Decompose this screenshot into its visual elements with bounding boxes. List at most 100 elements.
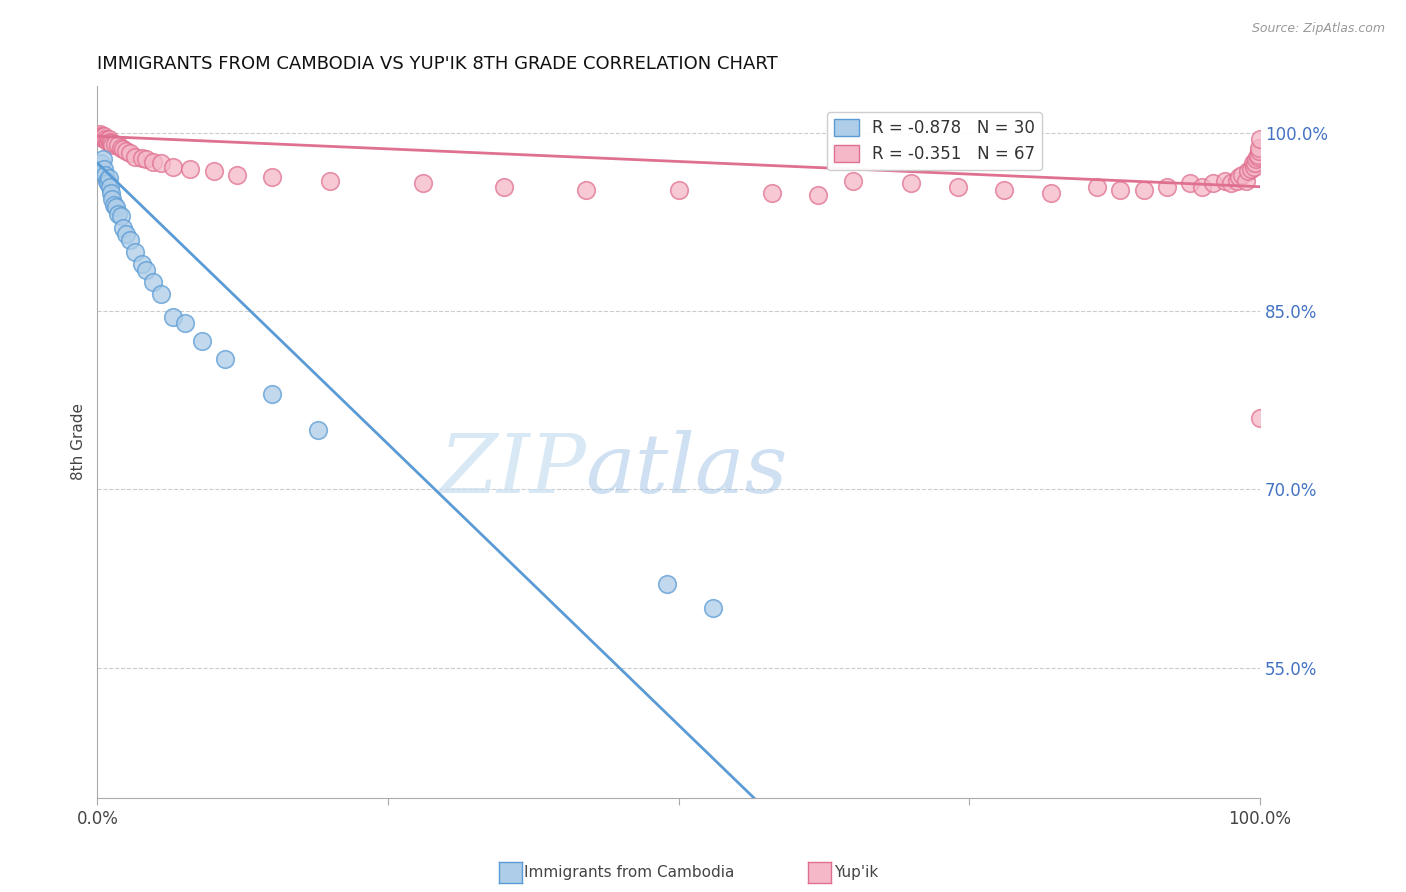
Point [115,227,138,242]
Point [107,207,129,221]
Point [93,161,115,176]
Point [124,245,146,260]
Point [110,140,132,154]
Point [131,151,153,165]
Point [90,128,112,143]
Point [1241,156,1264,170]
Point [900,176,922,190]
Point [1247,140,1270,154]
Point [101,138,124,153]
Point [842,174,865,188]
Point [1232,168,1254,182]
Y-axis label: 8th Grade: 8th Grade [72,403,86,481]
Point [1202,176,1225,190]
Point [135,153,157,167]
Point [946,179,969,194]
Point [1249,132,1271,146]
Point [1246,147,1268,161]
Point [412,176,434,190]
Point [761,186,783,200]
Point [97,135,120,149]
Text: Yup'ik: Yup'ik [834,865,877,880]
Point [225,168,247,182]
Point [1246,150,1268,164]
Text: atlas: atlas [586,431,787,510]
Point [1234,174,1257,188]
Point [260,387,283,401]
Point [1226,174,1249,188]
Point [307,423,329,437]
Point [150,286,173,301]
Text: Immigrants from Cambodia: Immigrants from Cambodia [524,865,735,880]
Point [124,150,146,164]
Point [1109,183,1132,197]
Point [260,170,283,185]
Point [93,128,115,143]
Point [1156,179,1178,194]
Point [1246,153,1268,167]
Point [104,136,127,151]
Point [98,135,121,149]
Point [191,334,214,348]
Point [162,160,184,174]
Point [118,233,141,247]
Point [202,164,225,178]
Point [98,179,121,194]
Point [1247,144,1270,158]
Point [1219,176,1241,190]
Point [91,131,114,145]
Point [1227,170,1250,185]
Point [107,138,129,153]
Point [96,133,118,147]
Point [100,186,122,200]
Point [90,156,112,170]
Text: ZIP: ZIP [439,431,586,510]
Point [1243,160,1265,174]
Point [94,132,117,146]
Point [575,183,598,197]
Point [668,183,690,197]
Point [91,129,114,144]
Point [1239,161,1261,176]
Point [655,577,678,591]
Point [162,310,184,325]
Point [91,153,114,167]
Point [111,221,134,235]
Point [1237,164,1260,178]
Point [1132,183,1154,197]
Point [110,210,132,224]
Point [103,197,125,211]
Point [91,129,114,144]
Point [135,262,157,277]
Point [807,188,830,202]
Point [1213,174,1236,188]
Point [104,200,127,214]
Point [101,192,124,206]
Point [1085,179,1108,194]
Point [1249,411,1271,425]
Point [111,142,134,156]
Point [702,601,724,615]
Legend: R = -0.878   N = 30, R = -0.351   N = 67: R = -0.878 N = 30, R = -0.351 N = 67 [827,112,1042,170]
Point [87,128,110,143]
Point [100,136,122,150]
Point [1039,186,1062,200]
Point [214,351,236,366]
Point [94,168,117,182]
Point [115,144,138,158]
Point [97,176,120,190]
Point [118,146,141,161]
Point [142,275,165,289]
Point [319,174,342,188]
Point [1191,179,1213,194]
Point [98,132,121,146]
Point [179,161,201,176]
Point [993,183,1015,197]
Point [89,128,111,142]
Point [1178,176,1201,190]
Point [131,257,153,271]
Point [142,154,165,169]
Point [173,316,195,330]
Text: Source: ZipAtlas.com: Source: ZipAtlas.com [1251,22,1385,36]
Point [1244,156,1267,170]
